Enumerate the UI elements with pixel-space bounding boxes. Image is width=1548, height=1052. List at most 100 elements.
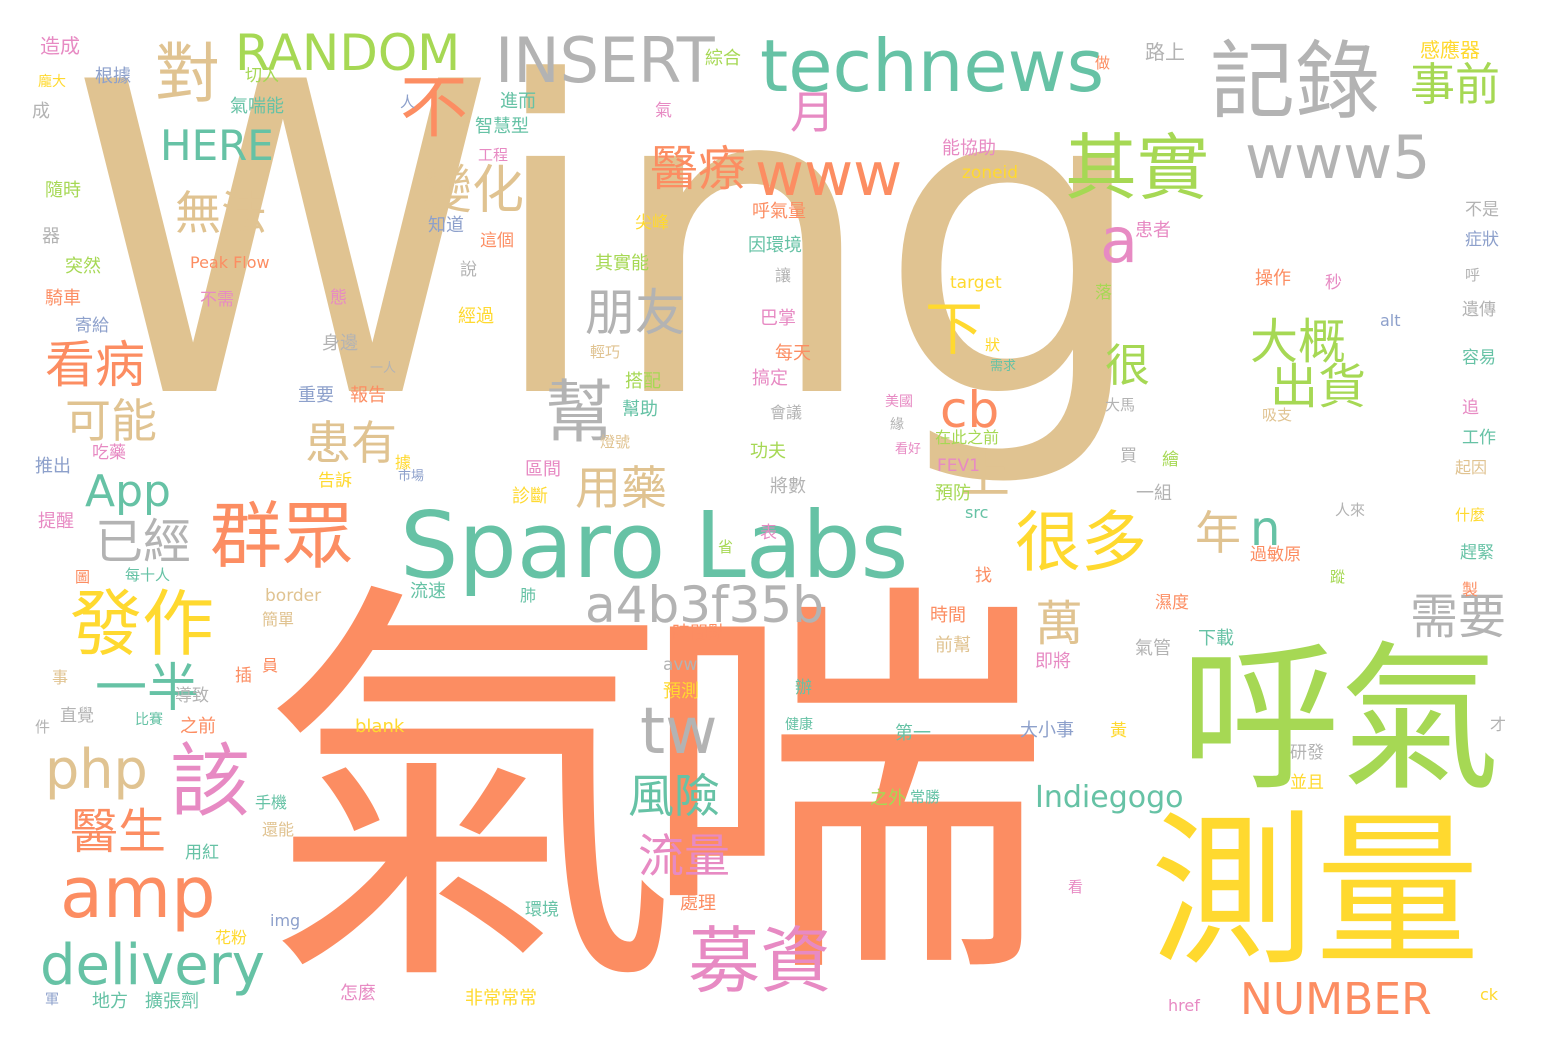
word-176: 健康 bbox=[785, 717, 813, 733]
word-117: 花粉 bbox=[215, 928, 248, 947]
n-word: n bbox=[1250, 501, 1281, 557]
word-1: 氣 bbox=[260, 550, 680, 1039]
word-40: 發作 bbox=[70, 582, 215, 666]
word-167: 省 bbox=[718, 538, 734, 556]
word-139: 容易 bbox=[1462, 348, 1496, 368]
word-130: 吃藥 bbox=[92, 443, 126, 463]
word-186: 燈號 bbox=[600, 433, 631, 451]
word-175: 比賽 bbox=[135, 712, 163, 728]
word-126: 突然 bbox=[65, 256, 101, 277]
word-178: 黃 bbox=[1110, 721, 1127, 741]
word-166: 表 bbox=[760, 523, 777, 543]
word-57: 根據 bbox=[95, 66, 131, 87]
zoneid-word: zoneid bbox=[962, 163, 1019, 183]
word-138: 遺傳 bbox=[1462, 300, 1496, 320]
word-26: 很 bbox=[1105, 339, 1151, 392]
here-word: HERE bbox=[160, 121, 274, 170]
word-10: 對 bbox=[155, 37, 221, 112]
word-95: 流速 bbox=[410, 581, 446, 602]
word-149: 工程 bbox=[478, 146, 509, 164]
word-116: 環境 bbox=[525, 900, 559, 920]
word-158: 落 bbox=[1095, 283, 1112, 303]
word-183: 蹤 bbox=[1330, 568, 1346, 586]
word-110: 之外 bbox=[870, 788, 906, 809]
word-145: 濕度 bbox=[1155, 593, 1189, 613]
cb-word: cb bbox=[940, 381, 1000, 439]
word-173: 插 bbox=[235, 666, 252, 686]
word-137: 症狀 bbox=[1465, 230, 1499, 250]
word-100: 下載 bbox=[1198, 628, 1234, 649]
word-181: 軍 bbox=[45, 992, 59, 1008]
word-17: 月 bbox=[790, 86, 836, 139]
word-15: 事前 bbox=[1410, 58, 1501, 111]
word-169: 肺 bbox=[520, 586, 537, 605]
word-121: 怎麼 bbox=[340, 983, 376, 1004]
word-172: 件 bbox=[35, 718, 51, 736]
word-46: 該 bbox=[170, 735, 250, 828]
word-188: 一人 bbox=[370, 361, 397, 376]
word-84: 幫助 bbox=[622, 399, 658, 420]
word-143: 趕緊 bbox=[1460, 543, 1494, 563]
word-34: 用藥 bbox=[575, 461, 667, 515]
wing-word: Wing bbox=[70, 0, 1151, 493]
word-122: 非常常常 bbox=[465, 988, 537, 1009]
word-164: 美國 bbox=[885, 394, 913, 410]
word-77: 巴掌 bbox=[760, 308, 796, 329]
word-58: 切入 bbox=[245, 66, 279, 86]
word-78: 每天 bbox=[775, 343, 811, 364]
word-44: 一半 bbox=[95, 659, 200, 719]
word-197: 氣 bbox=[655, 101, 672, 121]
word-161: 大馬 bbox=[1105, 396, 1136, 414]
word-54: 募資 bbox=[688, 919, 833, 1003]
word-128: 寄給 bbox=[75, 316, 109, 336]
word-99: 時間點 bbox=[672, 623, 726, 644]
word-189: 輕巧 bbox=[590, 343, 621, 361]
word-135: 導致 bbox=[175, 686, 209, 706]
sparo-labs-word: Sparo Labs bbox=[400, 492, 909, 599]
word-115: 處理 bbox=[680, 893, 716, 914]
word-140: 工作 bbox=[1462, 428, 1496, 448]
word-174: 員 bbox=[262, 656, 279, 675]
word-119: 地方 bbox=[92, 991, 128, 1012]
word-25: 出貨 bbox=[1270, 359, 1367, 415]
word-194: 人來 bbox=[1335, 501, 1366, 519]
delivery-word: delivery bbox=[40, 933, 265, 998]
word-76: 經過 bbox=[458, 306, 494, 327]
word-144: 過敏原 bbox=[1250, 545, 1301, 565]
word-96: 時間 bbox=[930, 605, 966, 626]
word-168: 找 bbox=[975, 566, 992, 586]
word-182: 製 bbox=[1462, 580, 1479, 599]
word-109: 並且 bbox=[1290, 773, 1324, 793]
number-word: NUMBER bbox=[1240, 974, 1432, 1025]
word-171: 事 bbox=[52, 668, 69, 687]
word-187: 需求 bbox=[990, 359, 1017, 374]
app-word: App bbox=[85, 466, 171, 517]
php-word: php bbox=[45, 738, 148, 801]
word-22: 下 bbox=[925, 295, 984, 363]
word-180: 才 bbox=[1490, 715, 1507, 734]
word-71: 操作 bbox=[1255, 268, 1291, 289]
word-3: 呼氣 bbox=[1180, 626, 1501, 813]
href-word: href bbox=[1168, 996, 1200, 1015]
insert-word: INSERT bbox=[495, 24, 715, 97]
word-65: 能協助 bbox=[942, 138, 996, 159]
avw-word: avw bbox=[663, 655, 698, 675]
word-157: 呼 bbox=[1465, 266, 1481, 284]
word-80: 身邊 bbox=[322, 333, 358, 354]
word-196: 龐大 bbox=[38, 74, 66, 90]
word-184: 追 bbox=[1462, 398, 1479, 418]
alt-word: alt bbox=[1380, 311, 1401, 330]
word-27: 看病 bbox=[45, 336, 145, 394]
word-191: 市場 bbox=[398, 469, 425, 484]
word-24: 大概 bbox=[1250, 314, 1347, 370]
word-165: 看好 bbox=[895, 442, 922, 457]
word-51: 流量 bbox=[638, 829, 730, 883]
blank-word: blank bbox=[355, 716, 405, 737]
word-67: 呼氣量 bbox=[752, 201, 806, 222]
word-195: 簡單 bbox=[262, 610, 295, 629]
word-142: 什麼 bbox=[1455, 506, 1486, 524]
word-103: 預測 bbox=[663, 681, 699, 702]
word-131: 告訴 bbox=[318, 471, 352, 491]
word-163: 繪 bbox=[1162, 450, 1179, 470]
